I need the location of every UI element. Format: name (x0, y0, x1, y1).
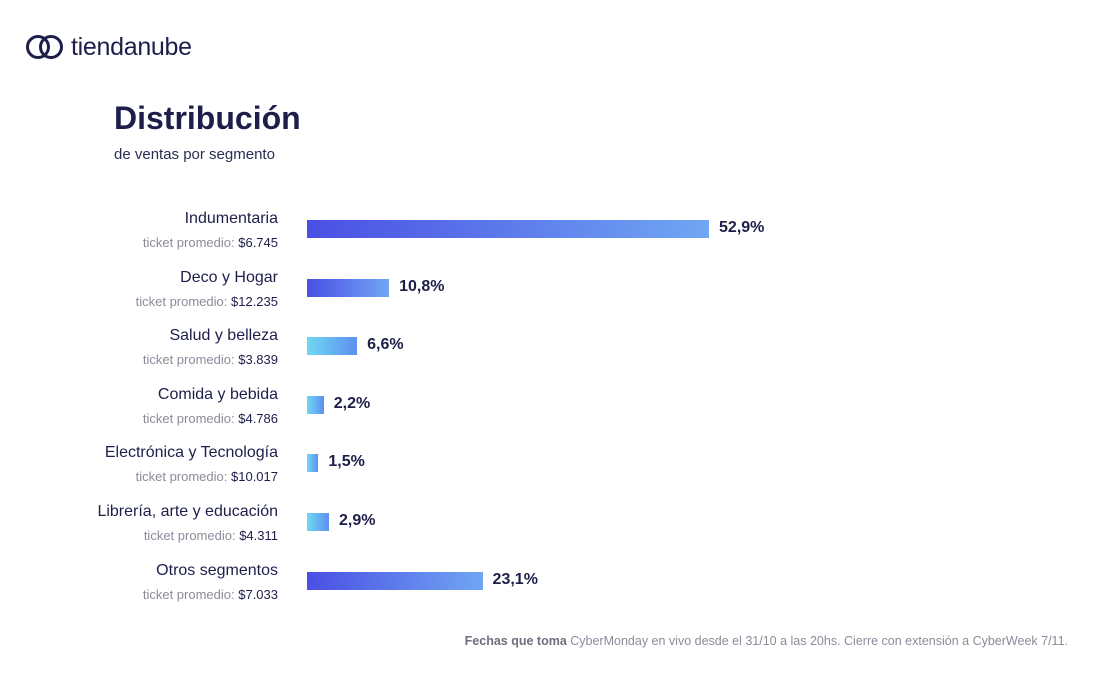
value-label: 2,9% (339, 512, 376, 529)
category-label: Electrónica y Tecnología (104, 444, 278, 462)
value-label: 52,9% (719, 219, 765, 236)
chart-subtitle: de ventas por segmento (114, 146, 275, 163)
bar (307, 571, 483, 590)
bar (307, 278, 390, 297)
category-label: Indumentaria (184, 210, 278, 227)
bar (307, 454, 319, 473)
ticket-label: ticket promedio: (142, 586, 235, 602)
bar (307, 395, 324, 414)
ticket-average: ticket promedio: $4.311 (144, 528, 278, 543)
ticket-label: ticket promedio: (142, 352, 235, 368)
bar (307, 337, 358, 356)
footnote-text: CyberMonday en vivo desde el 31/10 a las… (566, 634, 1068, 648)
value-label: 10,8% (399, 277, 445, 295)
ticket-value: $12.235 (231, 293, 278, 309)
ticket-label: ticket promedio: (135, 469, 228, 485)
bar-row: Electrónica y Tecnología ticket promedio… (0, 444, 1100, 502)
ticket-label: ticket promedio: (142, 235, 235, 250)
bar (307, 513, 330, 531)
category-label: Comida y bebida (157, 385, 278, 403)
brand-name: tiendanube (71, 32, 192, 61)
bar-row: Librería, arte y educación ticket promed… (0, 503, 1100, 561)
ticket-label: ticket promedio: (135, 293, 228, 309)
bar-row: Deco y Hogar ticket promedio: $12.235 10… (0, 269, 1100, 327)
cloud-rings-icon (26, 35, 63, 59)
ticket-value: $4.311 (239, 528, 278, 543)
category-label: Librería, arte y educación (97, 503, 278, 520)
bar (307, 220, 710, 238)
category-label: Otros segmentos (156, 561, 278, 579)
ticket-average: ticket promedio: $6.745 (143, 235, 278, 250)
bar-row: Indumentaria ticket promedio: $6.745 52,… (0, 210, 1100, 268)
category-label: Salud y belleza (169, 327, 278, 345)
ticket-average: ticket promedio: $7.033 (143, 587, 278, 602)
bar-row: Comida y bebida ticket promedio: $4.786 … (0, 386, 1100, 444)
ticket-label: ticket promedio: (142, 410, 235, 426)
ticket-value: $4.786 (238, 410, 278, 426)
ticket-label: ticket promedio: (143, 528, 236, 543)
value-label: 1,5% (328, 453, 365, 471)
chart-title: Distribución (114, 100, 301, 136)
category-label: Deco y Hogar (180, 268, 278, 286)
ticket-value: $3.839 (238, 352, 278, 368)
bar-row: Salud y belleza ticket promedio: $3.839 … (0, 327, 1100, 385)
value-label: 2,2% (333, 394, 371, 412)
ticket-average: ticket promedio: $3.839 (143, 352, 278, 367)
ticket-average: ticket promedio: $4.786 (143, 411, 278, 426)
ticket-value: $6.745 (238, 235, 278, 250)
ticket-value: $7.033 (238, 586, 278, 602)
ticket-value: $10.017 (231, 469, 278, 485)
value-label: 6,6% (367, 336, 404, 354)
ticket-average: ticket promedio: $10.017 (136, 469, 278, 484)
brand-logo: tiendanube (25, 32, 192, 62)
footnote: Fechas que toma CyberMonday en vivo desd… (465, 634, 1068, 648)
ticket-average: ticket promedio: $12.235 (136, 294, 278, 309)
bar-row: Otros segmentos ticket promedio: $7.033 … (0, 562, 1100, 620)
value-label: 23,1% (492, 570, 538, 588)
footnote-bold: Fechas que toma (464, 634, 567, 648)
